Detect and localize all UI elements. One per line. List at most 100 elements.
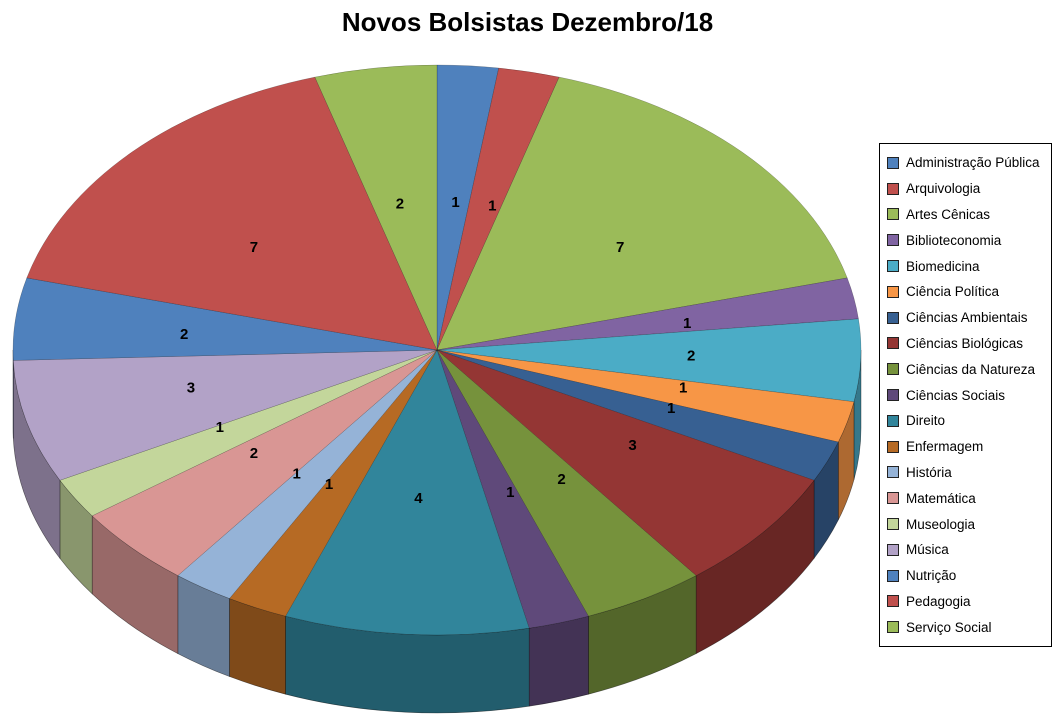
pie-slice-side-10 xyxy=(528,615,589,707)
legend-label: Administração Pública xyxy=(906,155,1040,171)
legend-swatch xyxy=(887,569,899,582)
legend-swatch xyxy=(887,543,899,556)
pie-slice-value-label: 1 xyxy=(506,484,514,501)
legend-item: Arquivologia xyxy=(887,176,1047,202)
pie-slice-value-label: 2 xyxy=(396,195,404,212)
pie-slice-5 xyxy=(436,318,862,403)
pie-slice-1 xyxy=(436,64,500,351)
pie-slice-value-label: 1 xyxy=(216,419,224,436)
legend-label: Serviço Social xyxy=(906,619,992,635)
legend-label: Direito xyxy=(906,413,946,429)
pie-slice-10 xyxy=(436,349,589,629)
chart-title: Novos Bolsistas Dezembro/18 xyxy=(341,7,714,37)
legend-item: Ciência Política xyxy=(887,279,1047,305)
pie-slice-value-label: 1 xyxy=(325,476,333,493)
legend-label: Pedagogia xyxy=(906,593,971,609)
legend-swatch xyxy=(887,234,899,247)
legend-label: Biomedicina xyxy=(906,258,980,274)
legend-item: Ciências Ambientais xyxy=(887,305,1047,331)
legend-label: Ciências Sociais xyxy=(906,387,1006,403)
legend-swatch xyxy=(887,337,899,350)
pie-slice-8 xyxy=(436,349,815,576)
legend-label: Museologia xyxy=(906,516,976,532)
pie-slice-value-label: 7 xyxy=(250,239,258,256)
pie-slice-13 xyxy=(177,349,438,599)
legend-item: Museologia xyxy=(887,511,1047,537)
legend-label: Biblioteconomia xyxy=(906,232,1002,248)
pie-slice-19 xyxy=(314,64,438,351)
pie-slice-6 xyxy=(436,349,855,443)
pie-slice-7 xyxy=(436,349,839,481)
legend-item: Direito xyxy=(887,408,1047,434)
pie-slice-16 xyxy=(13,349,438,481)
pie-slice-value-label: 3 xyxy=(628,437,636,454)
pie-slice-18 xyxy=(26,76,438,351)
legend-item: Música xyxy=(887,537,1047,563)
legend-swatch xyxy=(887,285,899,298)
legend-swatch xyxy=(887,492,899,505)
legend-label: História xyxy=(906,464,952,480)
legend-label: Arquivologia xyxy=(906,181,981,197)
pie-slice-15 xyxy=(59,349,438,517)
legend-item: Pedagogia xyxy=(887,589,1047,615)
pie-slice-4 xyxy=(436,277,859,351)
legend-label: Ciências Ambientais xyxy=(906,310,1028,326)
legend: Administração Pública Arquivologia Artes C… xyxy=(879,143,1052,648)
pie-slice-value-label: 2 xyxy=(250,445,258,462)
legend-swatch xyxy=(887,311,899,324)
pie-slice-17 xyxy=(12,277,438,361)
pie-slice-value-label: 7 xyxy=(616,239,624,256)
legend-item: Matemática xyxy=(887,485,1047,511)
pie-slice-value-label: 1 xyxy=(292,466,300,483)
legend-swatch xyxy=(887,466,899,479)
pie-slice-value-label: 2 xyxy=(687,347,695,364)
legend-item: Ciências da Natureza xyxy=(887,356,1047,382)
legend-label: Matemática xyxy=(906,490,976,506)
legend-item: História xyxy=(887,460,1047,486)
legend-item: Ciências Biológicas xyxy=(887,331,1047,357)
pie-slice-value-label: 1 xyxy=(683,315,691,332)
legend-label: Ciência Política xyxy=(906,284,1000,300)
legend-swatch xyxy=(887,389,899,402)
legend-swatch xyxy=(887,182,899,195)
legend-item: Ciências Sociais xyxy=(887,382,1047,408)
legend-item: Administração Pública xyxy=(887,150,1047,176)
legend-item: Biomedicina xyxy=(887,253,1047,279)
legend-swatch xyxy=(887,414,899,427)
legend-label: Enfermagem xyxy=(906,439,984,455)
pie-slice-11 xyxy=(285,349,530,636)
pie-slice-3 xyxy=(436,76,848,351)
legend-label: Nutrição xyxy=(906,568,957,584)
pie-slice-value-label: 2 xyxy=(180,326,188,343)
pie-slice-value-label: 4 xyxy=(414,490,423,507)
legend-swatch xyxy=(887,363,899,376)
pie-slice-value-label: 1 xyxy=(679,379,687,396)
legend-swatch xyxy=(887,208,899,221)
legend-swatch xyxy=(887,440,899,453)
legend-label: Ciências da Natureza xyxy=(906,361,1036,377)
pie-slice-value-label: 1 xyxy=(488,197,496,214)
pie-slice-value-label: 2 xyxy=(557,471,565,488)
legend-label: Artes Cênicas xyxy=(906,206,991,222)
pie-slice-value-label: 1 xyxy=(667,400,675,417)
legend-label: Música xyxy=(906,542,949,558)
pie-slice-2 xyxy=(436,67,560,351)
pie-slice-value-label: 1 xyxy=(451,194,459,211)
legend-swatch xyxy=(887,518,899,531)
pie-slice-14 xyxy=(91,349,438,576)
legend-item: Biblioteconomia xyxy=(887,227,1047,253)
legend-swatch xyxy=(887,260,899,273)
legend-item: Serviço Social xyxy=(887,614,1047,640)
legend-swatch xyxy=(887,156,899,169)
legend-label: Ciências Biológicas xyxy=(906,335,1024,351)
legend-swatch xyxy=(887,621,899,634)
pie-slice-12 xyxy=(229,349,438,617)
legend-swatch xyxy=(887,595,899,608)
pie-slice-value-label: 3 xyxy=(187,379,195,396)
pie-slice-9 xyxy=(436,349,697,617)
legend-item: Nutrição xyxy=(887,563,1047,589)
legend-item: Artes Cênicas xyxy=(887,202,1047,228)
legend-item: Enfermagem xyxy=(887,434,1047,460)
